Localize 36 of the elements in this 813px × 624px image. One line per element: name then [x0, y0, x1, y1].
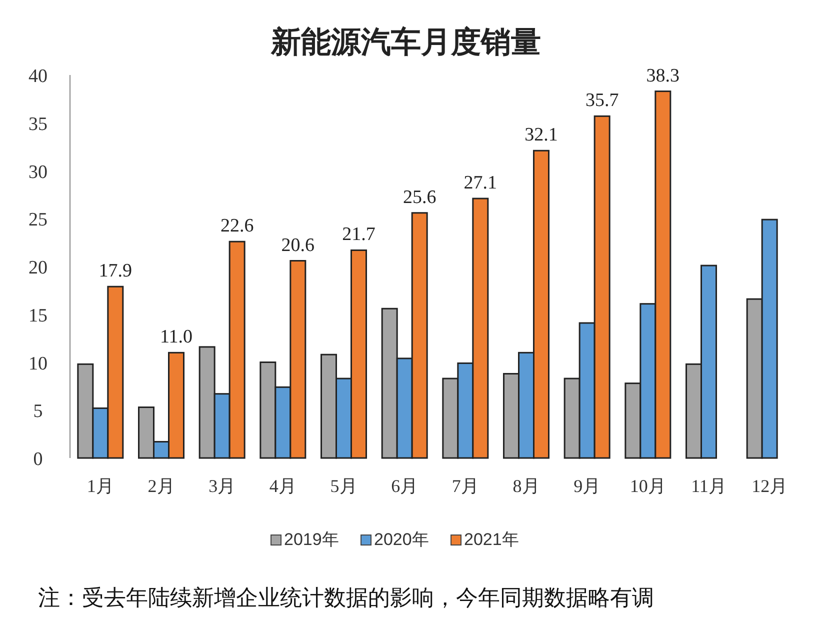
- data-label: 11.0: [160, 326, 193, 348]
- x-tick-label: 8月: [512, 476, 540, 496]
- x-tick-label: 7月: [452, 476, 479, 496]
- y-tick-label: 35: [28, 114, 48, 135]
- legend-label: 2021年: [464, 530, 519, 549]
- x-tick-label: 4月: [269, 476, 296, 496]
- x-tick-label: 10月: [630, 476, 666, 496]
- x-tick-label: 6月: [391, 476, 418, 496]
- x-tick-label: 3月: [208, 476, 236, 496]
- data-label: 38.3: [646, 65, 680, 86]
- data-label: 20.6: [281, 234, 315, 256]
- x-tick-label: 1月: [86, 476, 114, 496]
- data-label: 17.9: [98, 260, 132, 282]
- y-tick-label: 25: [28, 210, 48, 231]
- y-tick-label: 20: [28, 258, 48, 278]
- y-tick-label: 30: [28, 162, 48, 183]
- x-tick-label: 11月: [691, 476, 726, 496]
- y-tick-label: 5: [33, 401, 43, 422]
- data-label: 35.7: [585, 90, 619, 112]
- data-label: 32.1: [524, 124, 558, 146]
- chart-title: 新能源汽车月度销量: [270, 25, 541, 59]
- data-label: 21.7: [342, 224, 376, 246]
- x-tick-label: 2月: [148, 476, 175, 496]
- x-tick-label: 12月: [752, 476, 788, 496]
- x-tick-label: 9月: [574, 476, 601, 496]
- data-label: 25.6: [402, 186, 436, 208]
- y-tick-label: 10: [28, 353, 48, 374]
- y-tick-label: 0: [33, 449, 43, 470]
- legend-label: 2020年: [374, 530, 429, 549]
- y-tick-label: 15: [28, 305, 48, 326]
- x-tick-label: 5月: [330, 476, 358, 496]
- data-label: 27.1: [464, 172, 498, 194]
- text: 注：受去年陆续新增企业统计数据的影响，今年同期数据略有调: [38, 585, 654, 610]
- y-tick-label: 40: [28, 66, 48, 87]
- legend-label: 2019年: [284, 530, 339, 549]
- data-label: 22.6: [220, 216, 254, 237]
